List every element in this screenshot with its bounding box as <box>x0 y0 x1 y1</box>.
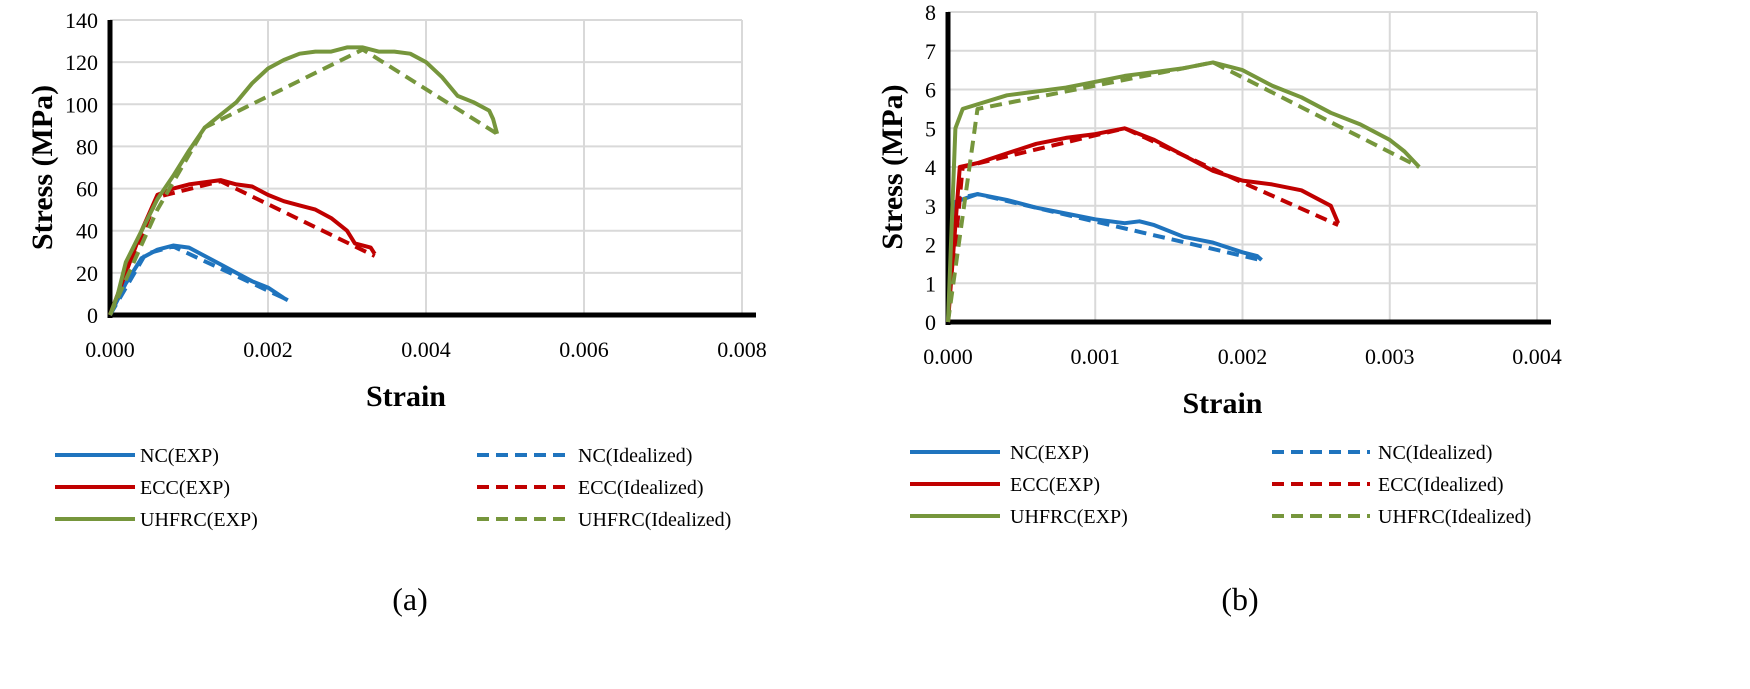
y-axis-title: Stress (MPa) <box>876 84 909 249</box>
legend-label: UHFRC(Idealized) <box>578 509 731 531</box>
series-line-nc-idealized <box>946 192 1261 323</box>
chart-b: 0 1 2 3 4 5 6 7 8 0.000 0.001 0.002 0.003 0.004 Strain… <box>876 0 1562 617</box>
legend-label: ECC(EXP) <box>140 477 230 499</box>
series-line-uhfrc-idealized <box>108 47 499 316</box>
series-line-nc-idealized <box>108 244 285 317</box>
x-tick-label: 0.004 <box>1512 344 1562 369</box>
legend-label: NC(Idealized) <box>1378 442 1492 464</box>
y-tick-label: 100 <box>65 92 98 117</box>
y-tick-label: 6 <box>925 78 936 103</box>
x-tick-label: 0.006 <box>559 337 609 362</box>
y-tick-label: 1 <box>925 271 936 296</box>
series-line-nc-exp <box>946 192 1263 323</box>
y-tick-label: 4 <box>925 155 936 180</box>
series-line-ecc-exp <box>108 178 377 316</box>
chart-a: 0 20 40 60 80 100 120 140 0.000 0.002 0.004 0.006 0.… <box>26 8 767 617</box>
y-tick-label: 60 <box>76 177 98 202</box>
y-tick-label: 7 <box>925 39 936 64</box>
legend-label: NC(Idealized) <box>578 445 692 467</box>
legend: NC(EXP) NC(Idealized) ECC(EXP) ECC(Idealize… <box>910 442 1531 528</box>
legend-label: NC(EXP) <box>1010 442 1089 464</box>
y-tick-label: 80 <box>76 134 98 159</box>
x-tick-label: 0.008 <box>717 337 767 362</box>
y-axis-title: Stress (MPa) <box>26 85 59 250</box>
y-tick-label: 5 <box>925 116 936 141</box>
series-line-ecc-exp <box>946 126 1341 323</box>
x-tick-label: 0.003 <box>1365 344 1415 369</box>
y-tick-label: 8 <box>925 0 936 25</box>
x-tick-label: 0.000 <box>923 344 973 369</box>
x-tick-label: 0.004 <box>401 337 451 362</box>
legend-label: ECC(Idealized) <box>578 477 704 499</box>
legend-label: UHFRC(Idealized) <box>1378 506 1531 528</box>
x-axis-title: Strain <box>1182 387 1262 420</box>
y-tick-label: 3 <box>925 194 936 219</box>
x-axis-title: Strain <box>366 380 446 413</box>
legend: NC(EXP) NC(Idealized) ECC(EXP) ECC(Idealize… <box>55 445 731 531</box>
y-tick-label: 120 <box>65 50 98 75</box>
y-tick-label: 20 <box>76 261 98 286</box>
series-line-ecc-idealized <box>946 126 1340 323</box>
y-tick-label: 40 <box>76 219 98 244</box>
legend-label: UHFRC(EXP) <box>140 509 258 531</box>
subfigure-caption: (b) <box>1221 581 1258 617</box>
x-tick-label: 0.000 <box>85 337 135 362</box>
y-tick-label: 0 <box>87 303 98 328</box>
x-tick-label: 0.001 <box>1071 344 1121 369</box>
legend-label: NC(EXP) <box>140 445 219 467</box>
legend-label: UHFRC(EXP) <box>1010 506 1128 528</box>
series-line-uhfrc-idealized <box>946 60 1421 323</box>
y-tick-label: 0 <box>925 310 936 335</box>
y-tick-label: 2 <box>925 233 936 258</box>
x-tick-label: 0.002 <box>1218 344 1268 369</box>
legend-label: ECC(Idealized) <box>1378 474 1504 496</box>
subfigure-caption: (a) <box>392 581 428 617</box>
y-tick-label: 140 <box>65 8 98 33</box>
series-line-ecc-idealized <box>108 179 376 316</box>
series-line-uhfrc-exp <box>108 45 500 316</box>
x-tick-label: 0.002 <box>243 337 293 362</box>
legend-label: ECC(EXP) <box>1010 474 1100 496</box>
